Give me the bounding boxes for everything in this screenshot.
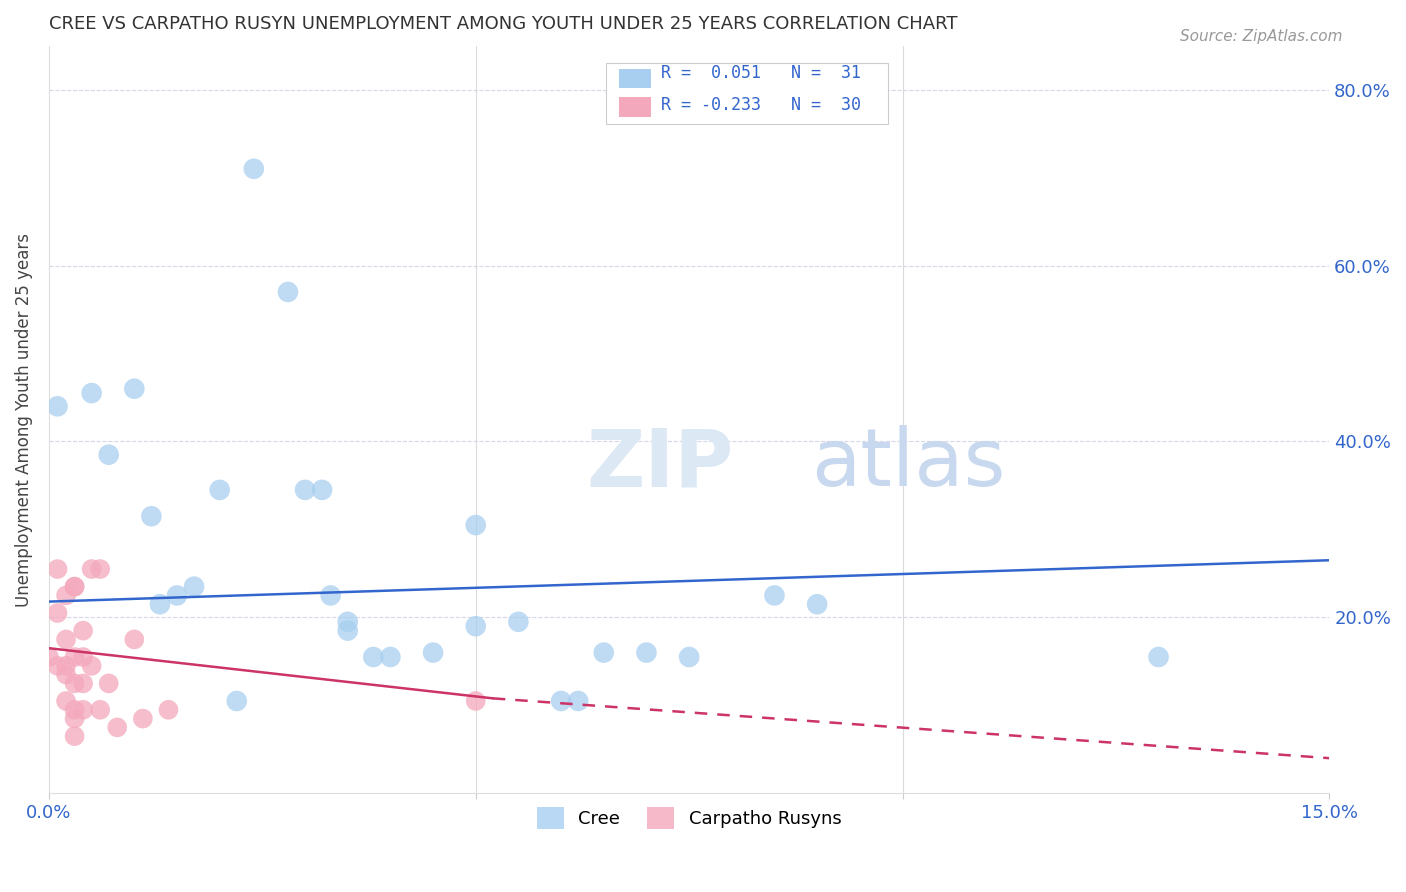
Point xyxy=(183,580,205,594)
Text: ZIP: ZIP xyxy=(586,425,734,503)
Point xyxy=(80,658,103,673)
Point xyxy=(63,703,86,717)
Point xyxy=(63,580,86,594)
Point xyxy=(38,650,60,665)
Point xyxy=(567,694,589,708)
Point xyxy=(132,712,155,726)
Legend: Cree, Carpatho Rusyns: Cree, Carpatho Rusyns xyxy=(530,800,849,837)
Point xyxy=(311,483,333,497)
Point xyxy=(380,650,402,665)
FancyBboxPatch shape xyxy=(606,62,887,124)
Point xyxy=(124,382,146,396)
Point xyxy=(72,703,94,717)
Point xyxy=(464,518,486,533)
Point xyxy=(46,658,69,673)
Point xyxy=(46,562,69,576)
Point xyxy=(550,694,572,708)
Point xyxy=(63,580,86,594)
Point xyxy=(678,650,700,665)
Point xyxy=(141,509,163,524)
Point xyxy=(55,589,77,603)
Point xyxy=(97,676,120,690)
Point xyxy=(63,712,86,726)
Point xyxy=(319,589,342,603)
Point xyxy=(46,606,69,620)
Point xyxy=(508,615,530,629)
Point xyxy=(336,624,359,638)
Text: R =  0.051   N =  31: R = 0.051 N = 31 xyxy=(661,64,860,82)
Text: atlas: atlas xyxy=(811,425,1005,503)
Point xyxy=(592,646,614,660)
Point xyxy=(63,650,86,665)
Point xyxy=(63,729,86,743)
Point xyxy=(89,562,111,576)
Point xyxy=(294,483,316,497)
Text: CREE VS CARPATHO RUSYN UNEMPLOYMENT AMONG YOUTH UNDER 25 YEARS CORRELATION CHART: CREE VS CARPATHO RUSYN UNEMPLOYMENT AMON… xyxy=(49,15,957,33)
Point xyxy=(1147,650,1170,665)
Point xyxy=(336,615,359,629)
Point xyxy=(105,720,128,734)
Point xyxy=(55,658,77,673)
Point xyxy=(243,161,266,176)
Point xyxy=(63,676,86,690)
Point xyxy=(55,667,77,681)
Point xyxy=(149,597,172,611)
Point xyxy=(225,694,247,708)
Point xyxy=(46,400,69,414)
Point xyxy=(72,624,94,638)
Point xyxy=(89,703,111,717)
Point xyxy=(72,676,94,690)
Point xyxy=(363,650,385,665)
Bar xyxy=(619,97,651,117)
Text: R = -0.233   N =  30: R = -0.233 N = 30 xyxy=(661,96,860,114)
Point xyxy=(55,632,77,647)
Point xyxy=(763,589,786,603)
Point xyxy=(806,597,828,611)
Point xyxy=(208,483,231,497)
Point xyxy=(277,285,299,299)
Point xyxy=(166,589,188,603)
Point xyxy=(55,694,77,708)
Bar xyxy=(619,69,651,88)
Text: Source: ZipAtlas.com: Source: ZipAtlas.com xyxy=(1180,29,1343,44)
Point xyxy=(464,694,486,708)
Point xyxy=(80,386,103,401)
Point xyxy=(80,562,103,576)
Point xyxy=(636,646,658,660)
Y-axis label: Unemployment Among Youth under 25 years: Unemployment Among Youth under 25 years xyxy=(15,233,32,607)
Point xyxy=(124,632,146,647)
Point xyxy=(464,619,486,633)
Point xyxy=(157,703,180,717)
Point xyxy=(72,650,94,665)
Point xyxy=(97,448,120,462)
Point xyxy=(422,646,444,660)
